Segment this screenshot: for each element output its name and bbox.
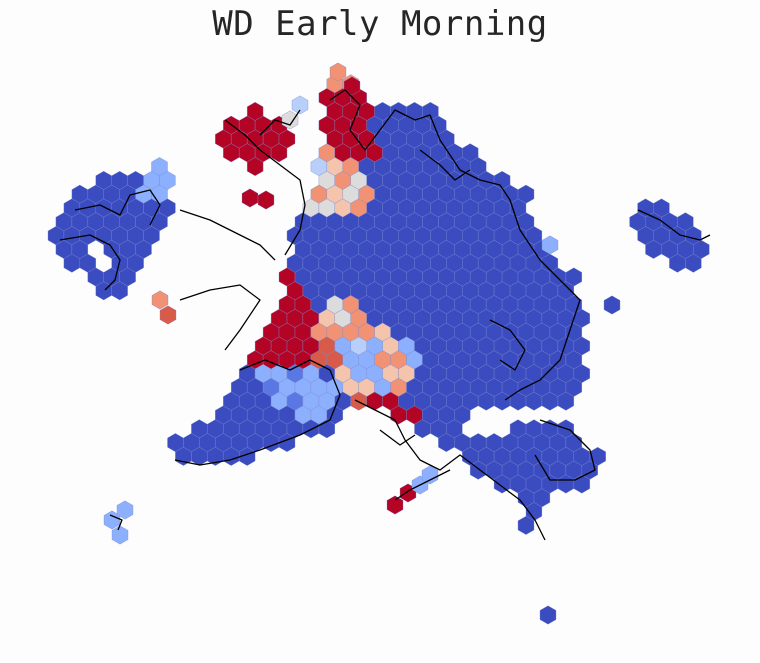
hex-layer <box>48 63 709 624</box>
hex-cell <box>387 496 403 514</box>
boundary-line <box>380 430 415 445</box>
hex-cell <box>160 306 176 324</box>
hex-cell <box>112 526 128 544</box>
boundary-line <box>180 210 275 260</box>
hex-cell <box>258 191 274 209</box>
hex-cell <box>540 606 556 624</box>
hex-cell <box>604 296 620 314</box>
hex-cell <box>242 189 258 207</box>
hex-cell <box>292 96 308 114</box>
hex-cell <box>152 291 168 309</box>
boundary-line <box>180 285 260 350</box>
